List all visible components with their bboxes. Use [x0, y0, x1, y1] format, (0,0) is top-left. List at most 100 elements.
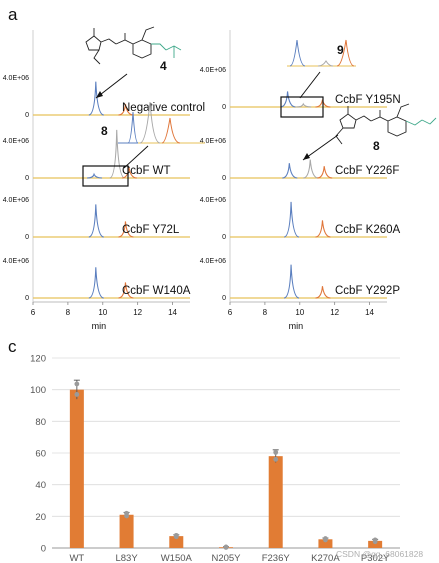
replicate-dot — [74, 392, 80, 397]
chromatogram-peak — [296, 102, 312, 108]
chemical-structure-4 — [85, 26, 182, 65]
y195n-highlight-box — [280, 96, 324, 118]
trace-label: CcbF Y195N — [335, 94, 401, 106]
chromatogram-peak — [118, 221, 134, 238]
y-tick-label: 100 — [30, 385, 46, 396]
trace-label: CcbF K260A — [335, 224, 401, 236]
chromatogram-peak — [283, 201, 300, 238]
chromatogram-peak — [317, 166, 333, 179]
y-tick-label-top: 4.0E+06 — [3, 258, 29, 265]
watermark-text: CSDN @qq_68061828 — [336, 549, 423, 559]
y-tick-label: 40 — [35, 480, 46, 491]
bar — [119, 514, 134, 548]
x-tick-label: 6 — [31, 308, 36, 317]
trace-label: CcbF W140A — [122, 285, 191, 297]
x-category-label: K270A — [311, 553, 340, 563]
x-tick-label: 8 — [66, 308, 71, 317]
x-category-label: P302Y — [361, 553, 390, 563]
x-category-label: WT — [69, 553, 84, 563]
chromatogram-peak — [315, 220, 331, 238]
trace-label: CcbF WT — [122, 165, 171, 177]
compound-4-number: 4 — [160, 59, 167, 73]
wt-zoom-pointer — [123, 145, 149, 169]
replicate-dot — [223, 545, 229, 550]
x-tick-label: 10 — [98, 308, 107, 317]
y-tick-label-zero: 0 — [222, 104, 226, 111]
y195n-zoom-inset — [287, 39, 356, 99]
chromatogram-peak — [303, 159, 319, 179]
y-tick-label-zero: 0 — [222, 234, 226, 241]
chromatogram-peak — [283, 264, 300, 299]
replicate-dot — [372, 539, 378, 545]
chromatogram-peak — [88, 81, 104, 116]
chromatogram-peak — [118, 103, 134, 116]
chromatogram-panel-left: 4.0E+06 0 Negative control 4.0E+06 0 CcbF WT 4… — [3, 30, 205, 331]
replicate-dot — [323, 537, 328, 543]
panel-c-letter: c — [8, 337, 17, 356]
wt-zoom-inset — [118, 101, 205, 169]
y-tick-label-zero: 0 — [25, 234, 29, 241]
chromatogram-peak — [118, 282, 134, 299]
y-tick-label-zero: 0 — [222, 295, 226, 302]
x-axis-title: min — [289, 321, 304, 331]
y-tick-label-top: 4.0E+06 — [200, 67, 226, 74]
bar — [268, 456, 283, 548]
bar — [169, 536, 184, 548]
replicate-dot — [74, 381, 80, 387]
structure-8-arrow — [302, 134, 339, 161]
y-tick-label: 0 — [41, 544, 46, 555]
compound-9-number: 9 — [337, 43, 344, 57]
y-tick-label-zero: 0 — [25, 112, 29, 119]
chromatogram-peak — [121, 166, 137, 179]
trace-label: Negative control — [122, 102, 205, 114]
y-tick-label-top: 4.0E+06 — [200, 197, 226, 204]
bar — [69, 389, 84, 548]
wt-highlight-box — [82, 165, 129, 187]
replicate-dot — [273, 449, 279, 455]
chromatogram-peak — [87, 172, 103, 179]
x-axis-title: min — [92, 321, 107, 331]
y-tick-label: 80 — [35, 417, 46, 428]
bar — [318, 539, 333, 548]
x-category-label: L83Y — [115, 553, 138, 563]
replicate-dot — [173, 534, 179, 540]
y-tick-label: 20 — [35, 512, 46, 523]
trace-label: CcbF Y292P — [335, 285, 400, 297]
trace-label: CcbF Y226F — [335, 165, 399, 177]
panel-a-letter: a — [8, 5, 18, 24]
x-category-label: N205Y — [211, 553, 241, 563]
y-tick-label-top: 4.0E+06 — [200, 138, 226, 145]
x-tick-label: 14 — [168, 308, 177, 317]
y-tick-label-top: 4.0E+06 — [3, 138, 29, 145]
chemical-structure-8 — [335, 103, 437, 145]
bar — [368, 540, 383, 548]
y-tick-label: 60 — [35, 449, 46, 460]
x-category-label: W150A — [161, 553, 193, 563]
x-tick-label: 10 — [295, 308, 304, 317]
y-tick-label-zero: 0 — [222, 175, 226, 182]
chromatogram-peak — [282, 163, 298, 179]
x-category-label: F236Y — [262, 553, 291, 563]
x-tick-label: 12 — [133, 308, 142, 317]
replicate-dot — [124, 513, 129, 519]
x-tick-label: 14 — [365, 308, 374, 317]
x-tick-label: 8 — [263, 308, 268, 317]
replicate-dot — [273, 456, 279, 462]
trace-label: CcbF Y72L — [122, 224, 180, 236]
chromatogram-peak — [109, 129, 125, 179]
x-tick-label: 12 — [330, 308, 339, 317]
bar-chart-panel-c: 0 20 40 60 80 100 120 WT L83Y W150A N205Y F236Y K270… — [30, 354, 400, 563]
chromatogram-panel-right: 4.0E+06 0 CcbF Y195N 4.0E+06 0 CcbF Y226F 4.0E… — [200, 30, 401, 331]
compound-8-number-right: 8 — [373, 139, 380, 153]
y-tick-label-zero: 0 — [25, 295, 29, 302]
y-tick-label-zero: 0 — [25, 175, 29, 182]
chromatogram-peak — [88, 267, 104, 299]
y-tick-label-top: 4.0E+06 — [3, 197, 29, 204]
y-tick-label: 120 — [30, 354, 46, 365]
y195n-zoom-pointer — [299, 71, 321, 99]
y-tick-label-top: 4.0E+06 — [3, 75, 29, 82]
chromatogram-peak — [88, 204, 104, 238]
chromatogram-peak — [315, 286, 331, 299]
compound-8-number-left: 8 — [101, 124, 108, 138]
